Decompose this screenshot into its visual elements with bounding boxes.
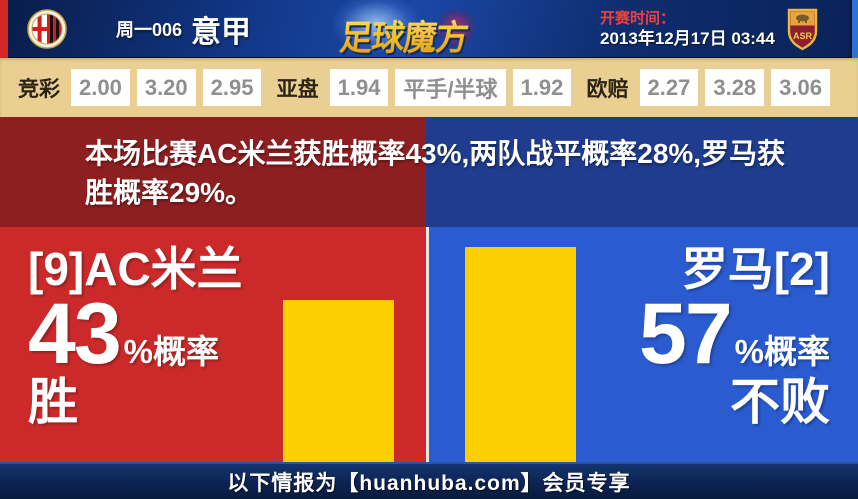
- kickoff-label: 开赛时间：: [600, 10, 676, 27]
- oupei-win-odds: 2.27: [639, 69, 699, 106]
- away-percent-value: 57: [638, 286, 733, 382]
- yapan-label: 亚盘: [276, 77, 319, 101]
- left-edge-strip: [0, 0, 8, 58]
- kickoff-time: 2013年12月17日 03:44: [600, 29, 775, 48]
- roma-crest-icon: ASR: [787, 8, 818, 51]
- odds-group-oupei: 欧赔 2.27 3.28 3.06: [587, 69, 830, 106]
- jingcai-win-odds: 2.00: [71, 69, 130, 106]
- right-edge-strip: [850, 0, 858, 58]
- away-team-panel: 罗马[2] 57 %概率 不败: [429, 227, 858, 462]
- league-name: 意甲: [191, 16, 252, 49]
- home-team-panel: [9]AC米兰 43 %概率 胜: [0, 227, 426, 462]
- home-percent-suffix: %概率: [123, 333, 220, 370]
- home-percent-row: 43 %概率: [28, 291, 243, 377]
- jingcai-lose-odds: 2.95: [202, 69, 262, 106]
- away-probability-bar: [465, 247, 576, 462]
- away-percent-suffix: %概率: [734, 333, 830, 370]
- away-percent-row: 57 %概率: [639, 291, 830, 377]
- yapan-handicap: 平手/半球: [395, 69, 506, 106]
- oupei-lose-odds: 3.06: [771, 69, 830, 106]
- probability-summary-band: 本场比赛AC米兰获胜概率43%,两队战平概率28%,罗马获胜概率29%。: [0, 117, 858, 227]
- site-logo-text: 足球魔方: [337, 10, 470, 60]
- light-flare-icon: [316, 0, 436, 64]
- jingcai-label: 竞彩: [18, 77, 60, 101]
- match-header: 周一006 意甲 足球魔方 开赛时间： 2013年12月17日 03:44 AS…: [0, 0, 858, 64]
- prediction-panels: [9]AC米兰 43 %概率 胜 罗马[2] 57 %概率 不败: [0, 227, 858, 462]
- away-outcome: 不败: [730, 374, 830, 430]
- oupei-label: 欧赔: [586, 77, 629, 101]
- magic-cube-glow-icon: [430, 2, 482, 54]
- odds-bar: 竞彩 2.00 3.20 2.95 亚盘 1.94 平手/半球 1.92 欧赔 …: [0, 58, 858, 117]
- site-logo: 足球魔方: [316, 0, 524, 64]
- home-panel-text: [9]AC米兰 43 %概率 胜: [28, 243, 243, 429]
- panel-divider: [426, 227, 429, 462]
- odds-group-jingcai: 竞彩 2.00 3.20 2.95: [18, 69, 262, 106]
- svg-text:ASR: ASR: [793, 31, 813, 41]
- yapan-away-odds: 1.92: [512, 69, 572, 106]
- home-probability-bar: [283, 300, 394, 462]
- yapan-home-odds: 1.94: [329, 69, 389, 106]
- probability-summary-text: 本场比赛AC米兰获胜概率43%,两队战平概率28%,罗马获胜概率29%。: [85, 138, 786, 208]
- match-code: 周一006: [116, 20, 183, 40]
- home-percent-value: 43: [28, 286, 122, 382]
- kickoff-info: 开赛时间： 2013年12月17日 03:44: [600, 9, 775, 49]
- home-team-name: [9]AC米兰: [28, 243, 243, 295]
- away-team-name: 罗马[2]: [681, 243, 830, 295]
- ac-milan-crest-icon: [27, 9, 67, 49]
- match-title: 周一006 意甲: [116, 0, 251, 58]
- oupei-draw-odds: 3.28: [705, 69, 765, 106]
- member-footer: 以下情报为【huanhuba.com】会员专享: [0, 462, 858, 499]
- away-panel-text: 罗马[2] 57 %概率 不败: [639, 243, 830, 429]
- jingcai-draw-odds: 3.20: [136, 69, 196, 106]
- member-footer-text: 以下情报为【huanhuba.com】会员专享: [227, 471, 631, 495]
- home-outcome: 胜: [28, 374, 78, 430]
- odds-group-yapan: 亚盘 1.94 平手/半球 1.92: [277, 69, 572, 106]
